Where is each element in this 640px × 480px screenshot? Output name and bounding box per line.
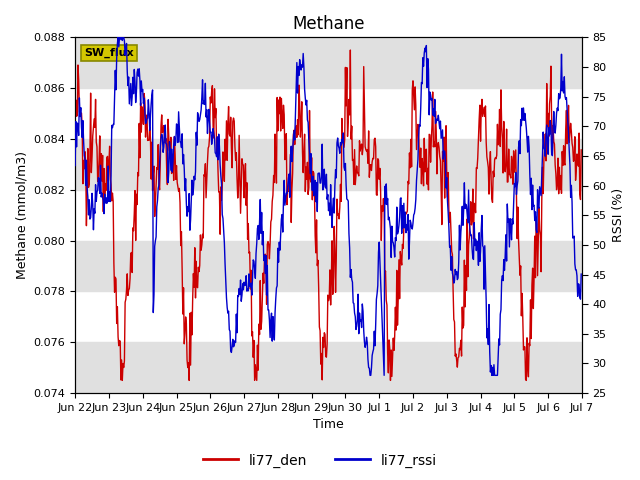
Text: SW_flux: SW_flux	[84, 48, 134, 58]
Bar	[75, 342, 582, 393]
Legend: li77_den, li77_rssi: li77_den, li77_rssi	[198, 448, 442, 473]
Title: Methane: Methane	[292, 15, 365, 33]
Bar	[75, 240, 582, 291]
Y-axis label: Methane (mmol/m3): Methane (mmol/m3)	[15, 151, 28, 279]
Bar	[75, 139, 582, 190]
X-axis label: Time: Time	[313, 419, 344, 432]
Y-axis label: RSSI (%): RSSI (%)	[612, 188, 625, 242]
Bar	[75, 37, 582, 88]
